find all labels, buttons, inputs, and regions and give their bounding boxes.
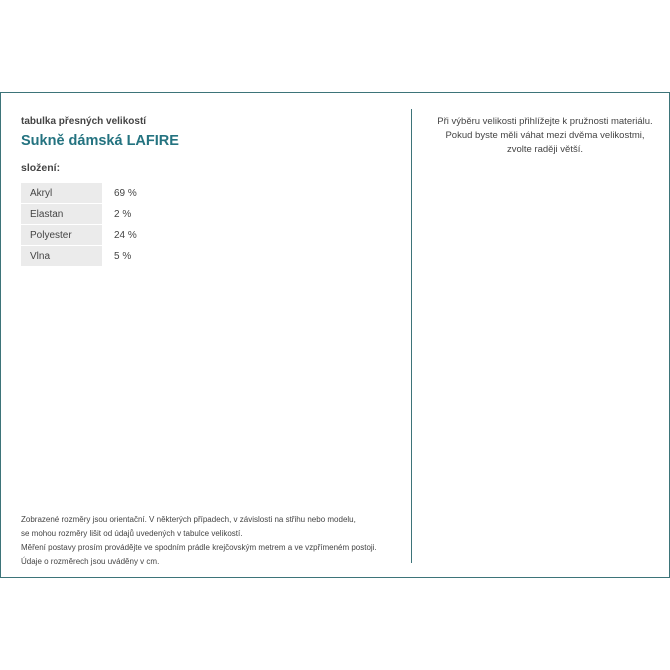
table-row: Akryl 69 %	[21, 183, 137, 203]
note-line: se mohou rozměry lišit od údajů uvedenýc…	[21, 529, 243, 538]
advice-line: zvolte raději větší.	[506, 144, 584, 155]
note-line: Zobrazené rozměry jsou orientační. V něk…	[21, 515, 356, 524]
measurement-note: Zobrazené rozměry jsou orientační. V něk…	[21, 513, 377, 569]
composition-table: Akryl 69 % Elastan 2 % Polyester 24 % Vlna 5…	[21, 182, 137, 267]
percent-cell: 24 %	[114, 229, 137, 241]
table-row: Vlna 5 %	[21, 246, 137, 266]
advice-line: Pokud byste měli váhat mezi dvěma veliko…	[445, 130, 645, 141]
material-cell: Elastan	[21, 204, 102, 224]
note-line: Údaje o rozměrech jsou uváděny v cm.	[21, 557, 160, 566]
material-cell: Polyester	[21, 225, 102, 245]
composition-label: složení:	[21, 162, 61, 174]
percent-cell: 2 %	[114, 208, 132, 220]
percent-cell: 69 %	[114, 187, 137, 199]
size-advice: Při výběru velikosti přihlížejte k pružn…	[421, 115, 669, 157]
table-row: Elastan 2 %	[21, 204, 137, 224]
size-chart-subtitle: tabulka přesných velikostí	[21, 116, 147, 127]
note-line: Měření postavy prosím provádějte ve spod…	[21, 543, 377, 552]
material-cell: Vlna	[21, 246, 102, 266]
advice-line: Při výběru velikosti přihlížejte k pružn…	[437, 116, 653, 127]
product-title: Sukně dámská LAFIRE	[21, 133, 179, 149]
percent-cell: 5 %	[114, 250, 132, 262]
vertical-divider	[411, 109, 412, 563]
size-chart-card: tabulka přesných velikostí Sukně dámská …	[0, 92, 670, 578]
table-row: Polyester 24 %	[21, 225, 137, 245]
material-cell: Akryl	[21, 183, 102, 203]
